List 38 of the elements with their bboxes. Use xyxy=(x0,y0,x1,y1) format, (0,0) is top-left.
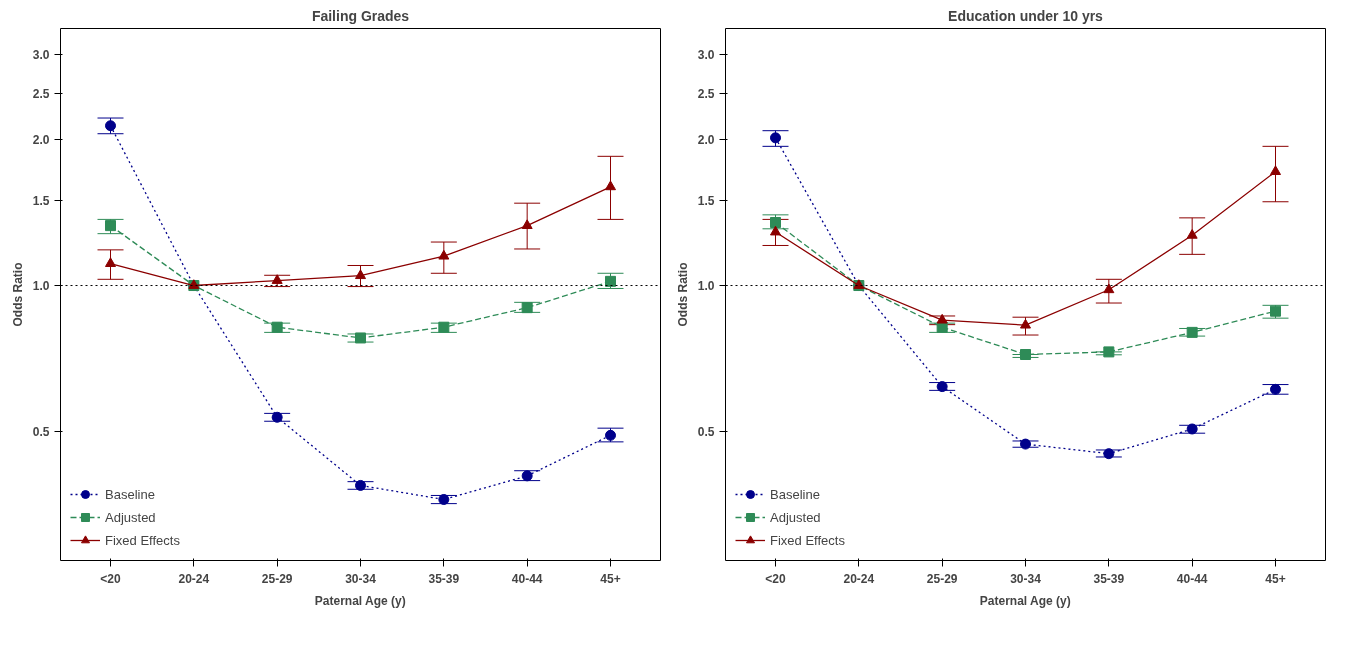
x-tick-label: 45+ xyxy=(600,571,621,586)
chart-title: Education under 10 yrs xyxy=(948,7,1104,24)
x-tick-label: 25-29 xyxy=(261,571,293,586)
x-tick-label: <20 xyxy=(100,571,121,586)
x-axis-title: Paternal Age (y) xyxy=(314,593,406,608)
x-axis-title: Paternal Age (y) xyxy=(979,593,1071,608)
y-tick-label: 1.0 xyxy=(697,279,715,294)
x-tick-label: 40-44 xyxy=(511,571,543,586)
x-tick-label: 40-44 xyxy=(1176,571,1208,586)
x-tick-label: 20-24 xyxy=(843,571,875,586)
y-tick-label: 2.5 xyxy=(32,86,50,101)
y-axis-title: Odds Ratio xyxy=(10,262,25,327)
x-tick-label: 45+ xyxy=(1265,571,1286,586)
x-tick-label: 35-39 xyxy=(1093,571,1125,586)
y-tick-label: 1.5 xyxy=(32,193,50,208)
x-tick-label: 25-29 xyxy=(926,571,958,586)
legend-label: Adjusted xyxy=(770,509,821,525)
y-tick-label: 0.5 xyxy=(32,424,50,439)
y-tick-label: 1.5 xyxy=(697,193,715,208)
y-tick-label: 0.5 xyxy=(697,424,715,439)
legend-label: Baseline xyxy=(105,486,155,502)
y-tick-label: 2.0 xyxy=(32,133,50,148)
y-axis-title: Odds Ratio xyxy=(675,262,690,327)
legend-label: Fixed Effects xyxy=(770,532,845,548)
x-tick-label: 30-34 xyxy=(345,571,377,586)
y-tick-label: 3.0 xyxy=(697,48,715,63)
chart-title: Failing Grades xyxy=(311,7,410,24)
legend-label: Fixed Effects xyxy=(105,532,180,548)
y-tick-label: 1.0 xyxy=(32,279,50,294)
x-tick-label: <20 xyxy=(765,571,786,586)
y-tick-label: 2.0 xyxy=(697,133,715,148)
x-tick-label: 35-39 xyxy=(428,571,460,586)
x-tick-label: 30-34 xyxy=(1010,571,1042,586)
legend-label: Adjusted xyxy=(105,509,156,525)
y-tick-label: 3.0 xyxy=(32,48,50,63)
x-tick-label: 20-24 xyxy=(178,571,210,586)
y-tick-label: 2.5 xyxy=(697,86,715,101)
legend-label: Baseline xyxy=(770,486,820,502)
